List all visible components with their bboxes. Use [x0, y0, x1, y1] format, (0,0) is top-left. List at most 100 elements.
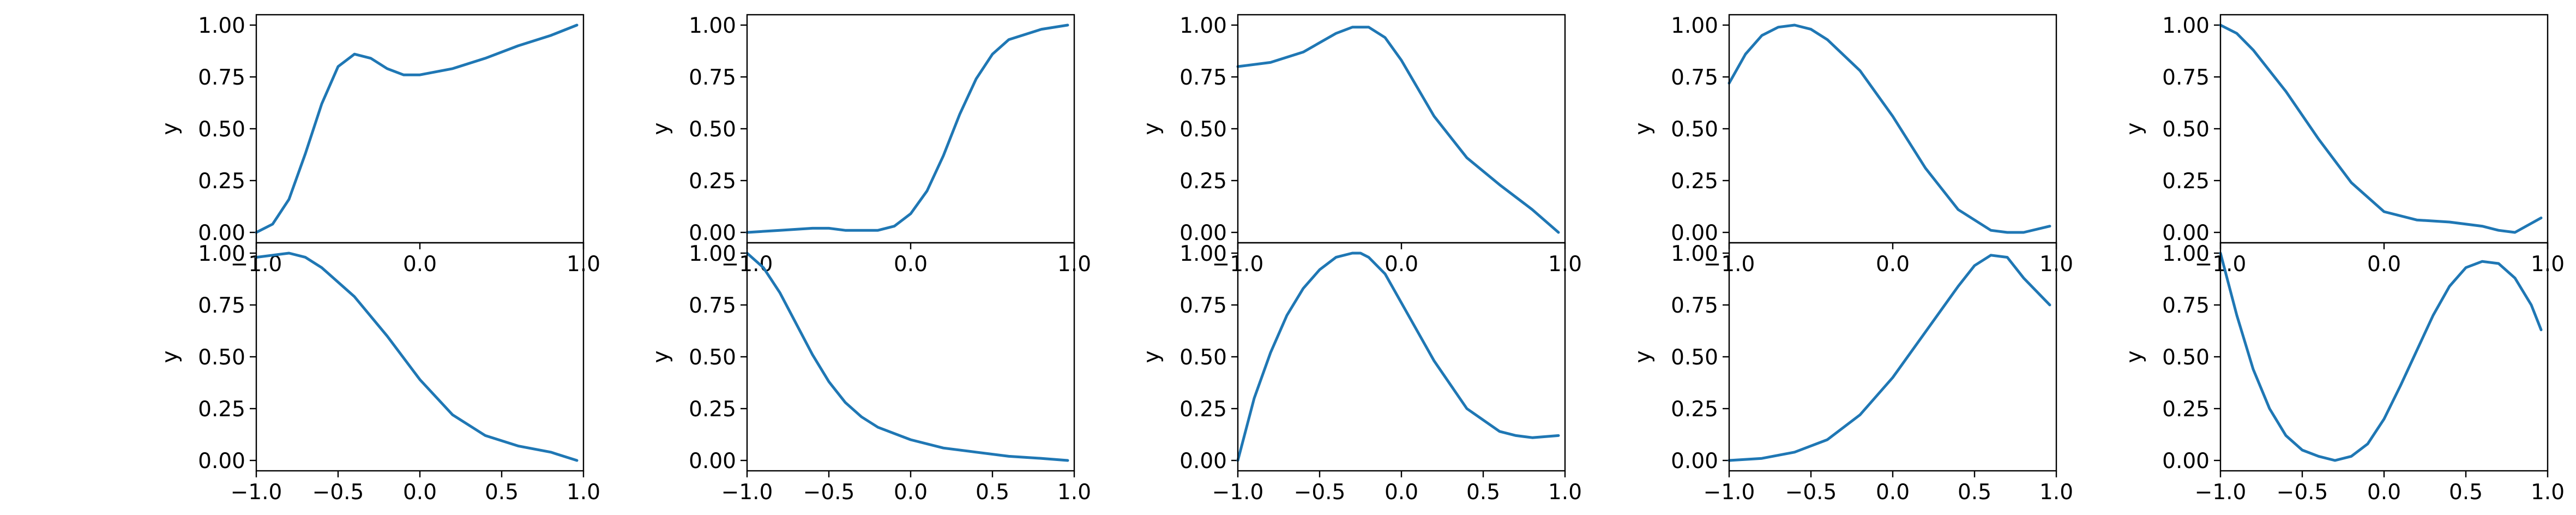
axes-frame [255, 14, 585, 244]
y-axis-label: y [1140, 122, 1164, 135]
series-line [745, 23, 1069, 234]
y-tick-label: 0.50 [198, 117, 245, 142]
y-tick-label: 0.00 [2162, 449, 2210, 474]
y-axis-label: y [649, 350, 673, 363]
y-axis-label: y [1631, 350, 1656, 363]
y-axis-label: y [1140, 350, 1164, 363]
x-tick-label: 0.0 [403, 480, 437, 505]
x-tick-label: 0.0 [2367, 480, 2401, 505]
x-tick-label: 1.0 [1057, 480, 1091, 505]
subplot-1: 0.000.250.500.751.00−1.0 0.0 1.0y [158, 14, 600, 277]
y-tick-label: 0.25 [689, 169, 736, 194]
axes-frame [746, 242, 1075, 472]
subplot-7: 0.00 0.25 0.50 0.75 1.00 −1.0 −0.5 0.0 0.5 1.0 y [649, 242, 1091, 505]
y-tick-label: 0.75 [2162, 294, 2210, 318]
y-tick-label: 0.50 [1671, 345, 1718, 370]
y-tick-label: 0.75 [1179, 294, 1227, 318]
y-tick-label: 0.25 [2162, 169, 2210, 194]
y-tick-label: 0.50 [1671, 117, 1718, 142]
x-tick-label: 0.5 [485, 480, 519, 505]
subplot-8: 0.00 0.25 0.50 0.75 1.00 −1.0 −0.5 0.0 0.5 1.0 y [1140, 242, 1582, 505]
subplot-9: 0.00 0.25 0.50 0.75 1.00 −1.0 −0.5 0.0 0.5 1.0 y [1631, 242, 2073, 505]
y-axis-label: y [158, 122, 183, 135]
y-tick-label: 0.25 [1179, 169, 1227, 194]
series-line [1728, 254, 2051, 462]
y-tick-label: 0.75 [1179, 65, 1227, 90]
y-tick-label: 1.00 [2162, 14, 2210, 38]
x-tick-label: 0.5 [976, 480, 1009, 505]
y-tick-label: 0.25 [1179, 397, 1227, 422]
x-tick-label: 0.5 [1466, 480, 1500, 505]
y-axis-label: y [2122, 350, 2147, 363]
series-line [255, 251, 579, 462]
x-tick-label: 0.0 [2367, 252, 2401, 277]
y-tick-label: 0.25 [198, 397, 245, 422]
y-tick-label: 1.00 [2162, 242, 2210, 266]
x-tick-label: 0.0 [1385, 252, 1418, 277]
y-tick-label: 0.00 [1671, 221, 1718, 245]
subplot-10: 0.00 0.25 0.50 0.75 1.00 −1.0 −0.5 0.0 0.5 1.0 y [2122, 242, 2565, 505]
y-tick-label: 0.50 [689, 117, 736, 142]
y-tick-label: 0.25 [1671, 397, 1718, 422]
x-tick-label: 0.0 [894, 480, 928, 505]
x-tick-label: 0.0 [894, 252, 928, 277]
x-tick-label: −1.0 [2195, 480, 2247, 505]
axes-frame [2219, 242, 2549, 472]
y-tick-label: 0.00 [1179, 221, 1227, 245]
y-tick-label: 0.50 [2162, 117, 2210, 142]
subplot-4: 0.000.250.500.751.00−1.0 0.0 1.0y [1631, 14, 2073, 277]
y-tick-label: 0.00 [689, 449, 736, 474]
x-tick-label: 0.5 [2449, 480, 2483, 505]
y-tick-label: 0.75 [198, 65, 245, 90]
series-line [255, 23, 579, 234]
subplot-6: 0.00 0.25 0.50 0.75 1.00 −1.0 −0.5 0.0 0.5 1.0 y [158, 242, 600, 505]
axes-frame [1237, 242, 1566, 472]
series-line [1236, 251, 1560, 462]
x-tick-label: 0.0 [1876, 252, 1910, 277]
axes-frame [1728, 242, 2057, 472]
y-tick-label: 0.00 [1179, 449, 1227, 474]
y-tick-label: 0.25 [2162, 397, 2210, 422]
y-tick-label: 1.00 [198, 242, 245, 266]
y-tick-label: 0.75 [1671, 65, 1718, 90]
series-line [2219, 23, 2543, 234]
subplot-5: 0.000.250.500.751.00−1.0 0.0 1.0y [2122, 14, 2565, 277]
axes-frame [1728, 14, 2057, 244]
x-tick-label: −1.0 [1212, 480, 1264, 505]
axes-frame [255, 242, 585, 472]
series-line [2219, 251, 2543, 462]
y-tick-label: 0.50 [198, 345, 245, 370]
y-tick-label: 1.00 [689, 14, 736, 38]
axes-frame [746, 14, 1075, 244]
y-tick-label: 0.75 [689, 65, 736, 90]
y-tick-label: 0.25 [1671, 169, 1718, 194]
x-tick-label: 0.0 [403, 252, 437, 277]
y-tick-label: 1.00 [1179, 14, 1227, 38]
x-tick-label: −1.0 [1704, 480, 1755, 505]
x-tick-label: −0.5 [1785, 480, 1837, 505]
x-tick-label: 0.5 [1958, 480, 1991, 505]
axes-frame [1237, 14, 1566, 244]
y-tick-label: 0.50 [2162, 345, 2210, 370]
y-axis-label: y [2122, 122, 2147, 135]
y-tick-label: 0.50 [1179, 345, 1227, 370]
y-tick-label: 0.50 [1179, 117, 1227, 142]
x-tick-label: −0.5 [1294, 480, 1346, 505]
y-tick-label: 1.00 [1671, 14, 1718, 38]
x-tick-label: 0.0 [1385, 480, 1418, 505]
y-tick-label: 1.00 [1671, 242, 1718, 266]
axes-frame [2219, 14, 2549, 244]
y-tick-label: 0.75 [198, 294, 245, 318]
y-tick-label: 1.00 [1179, 242, 1227, 266]
x-tick-label: −0.5 [803, 480, 855, 505]
x-tick-label: −0.5 [312, 480, 364, 505]
y-axis-label: y [158, 350, 183, 363]
y-tick-label: 0.00 [689, 221, 736, 245]
x-tick-label: 1.0 [1548, 480, 1582, 505]
y-tick-label: 0.00 [198, 221, 245, 245]
x-tick-label: 1.0 [2039, 480, 2073, 505]
x-tick-label: −1.0 [231, 480, 282, 505]
y-tick-label: 0.75 [689, 294, 736, 318]
x-tick-label: 1.0 [567, 480, 600, 505]
